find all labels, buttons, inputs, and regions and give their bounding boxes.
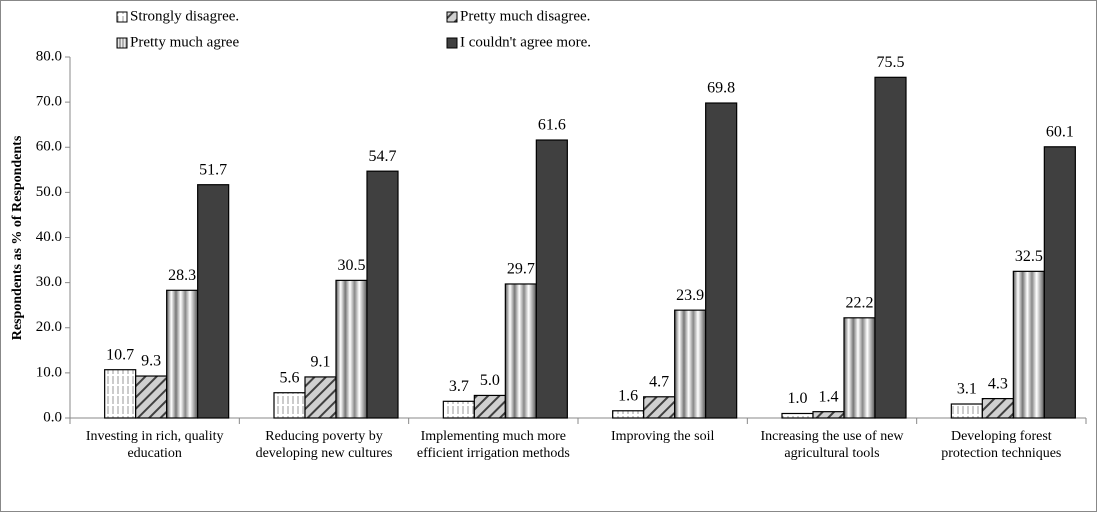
legend-swatch xyxy=(116,11,128,23)
bar xyxy=(442,400,475,419)
y-tick-label: 30.0 xyxy=(36,274,62,290)
bar xyxy=(812,411,845,419)
x-tick-label: Improving the soil xyxy=(610,429,715,444)
data-label: 4.3 xyxy=(988,375,1008,392)
y-tick-label: 50.0 xyxy=(36,184,62,200)
data-label: 1.4 xyxy=(819,388,839,405)
y-axis-title: Respondents as % of Respondents xyxy=(10,135,25,340)
legend-label: Pretty much agree xyxy=(130,34,239,50)
bar xyxy=(643,396,676,419)
bar xyxy=(335,279,368,419)
bar xyxy=(273,392,306,419)
data-label: 32.5 xyxy=(1015,248,1043,265)
y-tick-label: 20.0 xyxy=(36,319,62,335)
bar xyxy=(473,394,506,419)
x-tick-label: Investing in rich, quality education xyxy=(85,429,224,461)
data-label: 75.5 xyxy=(877,54,905,71)
bar xyxy=(197,184,230,419)
legend-label: Pretty much disagree. xyxy=(460,8,590,24)
data-label: 23.9 xyxy=(676,287,704,304)
data-label: 51.7 xyxy=(199,161,227,178)
bar xyxy=(705,102,738,419)
legend-label: I couldn't agree more. xyxy=(460,34,591,50)
data-label: 60.1 xyxy=(1046,123,1074,140)
x-tick-label: Reducing poverty by developing new cultu… xyxy=(255,429,393,461)
bar xyxy=(166,289,199,419)
legend-label: Strongly disagree. xyxy=(130,8,239,24)
data-label: 3.1 xyxy=(957,381,977,398)
bar xyxy=(135,375,168,419)
data-label: 5.6 xyxy=(280,369,300,386)
bar xyxy=(366,170,399,419)
bar xyxy=(504,283,537,419)
bar xyxy=(950,403,983,419)
x-tick-label: Developing forest protection techniques xyxy=(941,429,1062,461)
bar xyxy=(535,139,568,419)
data-label: 1.0 xyxy=(788,390,808,407)
y-tick-label: 80.0 xyxy=(36,48,62,64)
data-label: 9.1 xyxy=(311,354,331,371)
data-label: 5.0 xyxy=(480,372,500,389)
data-label: 10.7 xyxy=(106,346,134,363)
bar xyxy=(674,309,707,419)
legend-swatch xyxy=(116,37,128,49)
bar xyxy=(104,369,137,419)
y-tick-label: 10.0 xyxy=(36,364,62,380)
data-label: 4.7 xyxy=(649,373,669,390)
bar xyxy=(781,412,814,419)
data-label: 9.3 xyxy=(141,353,161,370)
bar xyxy=(981,397,1014,419)
data-label: 69.8 xyxy=(707,80,735,97)
y-tick-label: 0.0 xyxy=(43,409,62,425)
legend-swatch xyxy=(446,37,458,49)
bar xyxy=(843,317,876,419)
data-label: 3.7 xyxy=(449,378,469,395)
bar xyxy=(1012,270,1045,419)
y-tick-label: 70.0 xyxy=(36,94,62,110)
bar xyxy=(1043,146,1076,419)
data-label: 1.6 xyxy=(618,387,638,404)
bar xyxy=(304,376,337,419)
data-label: 29.7 xyxy=(507,261,535,278)
data-label: 54.7 xyxy=(369,148,397,165)
y-tick-label: 40.0 xyxy=(36,229,62,245)
data-label: 61.6 xyxy=(538,117,566,134)
data-label: 22.2 xyxy=(846,294,874,311)
y-tick-label: 60.0 xyxy=(36,139,62,155)
legend-swatch xyxy=(446,11,458,23)
bar xyxy=(612,410,645,419)
x-tick-label: Implementing much more efficient irrigat… xyxy=(416,429,570,461)
bar xyxy=(874,76,907,419)
x-tick-label: Increasing the use of new agricultural t… xyxy=(760,429,904,461)
data-label: 28.3 xyxy=(168,267,196,284)
data-label: 30.5 xyxy=(338,257,366,274)
